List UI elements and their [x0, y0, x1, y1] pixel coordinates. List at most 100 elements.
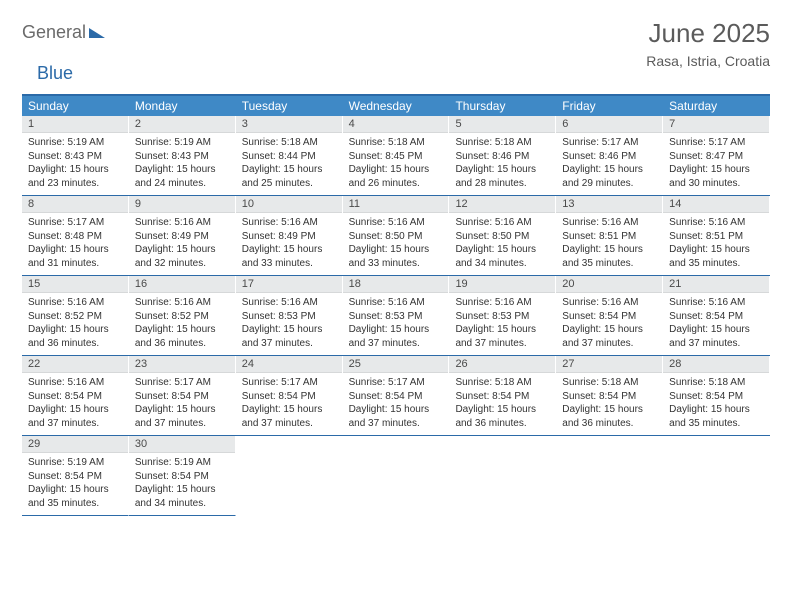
day-cell: 5Sunrise: 5:18 AMSunset: 8:46 PMDaylight…	[449, 116, 556, 195]
sunrise-text: Sunrise: 5:16 AM	[669, 296, 763, 310]
calendar: Sunday Monday Tuesday Wednesday Thursday…	[22, 94, 770, 516]
dow-tuesday: Tuesday	[236, 96, 343, 116]
day-number: 19	[449, 276, 555, 293]
day-cell: 10Sunrise: 5:16 AMSunset: 8:49 PMDayligh…	[236, 196, 343, 275]
sunrise-text: Sunrise: 5:17 AM	[28, 216, 122, 230]
day-cell: 15 Sunrise: 5:16 AMSunset: 8:52 PMDayligh…	[22, 276, 129, 355]
sunset-text: Sunset: 8:43 PM	[135, 150, 229, 164]
day-cell: 30Sunrise: 5:19 AMSunset: 8:54 PMDayligh…	[129, 436, 236, 516]
day-body: Sunrise: 5:16 AMSunset: 8:54 PMDaylight:…	[663, 293, 769, 355]
day-number: 4	[343, 116, 449, 133]
sunrise-text: Sunrise: 5:16 AM	[242, 216, 336, 230]
day-cell	[236, 436, 343, 516]
page-subtitle: Rasa, Istria, Croatia	[646, 53, 770, 69]
sunset-text: Sunset: 8:51 PM	[562, 230, 656, 244]
daylight-text: Daylight: 15 hours and 37 minutes.	[242, 323, 336, 350]
sunset-text: Sunset: 8:54 PM	[242, 390, 336, 404]
daylight-text: Daylight: 15 hours and 36 minutes.	[28, 323, 122, 350]
day-number: 9	[129, 196, 235, 213]
dow-thursday: Thursday	[449, 96, 556, 116]
sunset-text: Sunset: 8:48 PM	[28, 230, 122, 244]
sunset-text: Sunset: 8:46 PM	[455, 150, 549, 164]
daylight-text: Daylight: 15 hours and 36 minutes.	[562, 403, 656, 430]
daylight-text: Daylight: 15 hours and 32 minutes.	[135, 243, 229, 270]
day-number: 1	[22, 116, 128, 133]
week-row: 22Sunrise: 5:16 AMSunset: 8:54 PMDayligh…	[22, 356, 770, 436]
day-body: Sunrise: 5:17 AMSunset: 8:54 PMDaylight:…	[343, 373, 449, 435]
day-body: Sunrise: 5:19 AMSunset: 8:43 PMDaylight:…	[22, 133, 128, 195]
day-cell: 2Sunrise: 5:19 AMSunset: 8:43 PMDaylight…	[129, 116, 236, 195]
day-body: Sunrise: 5:19 AMSunset: 8:54 PMDaylight:…	[22, 453, 128, 515]
daylight-text: Daylight: 15 hours and 33 minutes.	[242, 243, 336, 270]
sunset-text: Sunset: 8:46 PM	[562, 150, 656, 164]
sunrise-text: Sunrise: 5:18 AM	[455, 376, 549, 390]
sunset-text: Sunset: 8:54 PM	[669, 390, 763, 404]
day-number: 27	[556, 356, 662, 373]
week-row: 29Sunrise: 5:19 AMSunset: 8:54 PMDayligh…	[22, 436, 770, 516]
sunrise-text: Sunrise: 5:18 AM	[349, 136, 443, 150]
sunset-text: Sunset: 8:54 PM	[562, 310, 656, 324]
day-body: Sunrise: 5:17 AMSunset: 8:54 PMDaylight:…	[129, 373, 235, 435]
sunset-text: Sunset: 8:44 PM	[242, 150, 336, 164]
day-body: Sunrise: 5:16 AMSunset: 8:50 PMDaylight:…	[343, 213, 449, 275]
day-body: Sunrise: 5:16 AMSunset: 8:49 PMDaylight:…	[236, 213, 342, 275]
day-number: 20	[556, 276, 662, 293]
day-body: Sunrise: 5:16 AMSunset: 8:50 PMDaylight:…	[449, 213, 555, 275]
sunrise-text: Sunrise: 5:16 AM	[135, 216, 229, 230]
sunrise-text: Sunrise: 5:18 AM	[669, 376, 763, 390]
sunset-text: Sunset: 8:53 PM	[349, 310, 443, 324]
day-cell: 21Sunrise: 5:16 AMSunset: 8:54 PMDayligh…	[663, 276, 770, 355]
day-number: 7	[663, 116, 769, 133]
header: General June 2025 Rasa, Istria, Croatia	[22, 18, 770, 69]
day-cell: 4Sunrise: 5:18 AMSunset: 8:45 PMDaylight…	[343, 116, 450, 195]
sunrise-text: Sunrise: 5:16 AM	[455, 216, 549, 230]
day-cell: 9Sunrise: 5:16 AMSunset: 8:49 PMDaylight…	[129, 196, 236, 275]
logo-word1: General	[22, 22, 86, 43]
day-body: Sunrise: 5:19 AMSunset: 8:54 PMDaylight:…	[129, 453, 235, 515]
sunrise-text: Sunrise: 5:16 AM	[242, 296, 336, 310]
day-cell: 27Sunrise: 5:18 AMSunset: 8:54 PMDayligh…	[556, 356, 663, 435]
sunrise-text: Sunrise: 5:16 AM	[28, 296, 122, 310]
day-cell: 18 Sunrise: 5:16 AMSunset: 8:53 PMDayligh…	[343, 276, 450, 355]
day-cell: 19Sunrise: 5:16 AMSunset: 8:53 PMDayligh…	[449, 276, 556, 355]
day-number: 10	[236, 196, 342, 213]
sunrise-text: Sunrise: 5:17 AM	[669, 136, 763, 150]
sunset-text: Sunset: 8:47 PM	[669, 150, 763, 164]
day-body: Sunrise: 5:18 AMSunset: 8:54 PMDaylight:…	[449, 373, 555, 435]
daylight-text: Daylight: 15 hours and 33 minutes.	[349, 243, 443, 270]
day-number: 12	[449, 196, 555, 213]
day-cell	[663, 436, 770, 516]
daylight-text: Daylight: 15 hours and 37 minutes.	[349, 403, 443, 430]
day-number: 22	[22, 356, 128, 373]
daylight-text: Daylight: 15 hours and 37 minutes.	[349, 323, 443, 350]
day-number: 13	[556, 196, 662, 213]
sunset-text: Sunset: 8:54 PM	[28, 470, 122, 484]
sunrise-text: Sunrise: 5:16 AM	[455, 296, 549, 310]
daylight-text: Daylight: 15 hours and 25 minutes.	[242, 163, 336, 190]
day-body: Sunrise: 5:16 AMSunset: 8:54 PMDaylight:…	[22, 373, 128, 435]
day-cell: 6Sunrise: 5:17 AMSunset: 8:46 PMDaylight…	[556, 116, 663, 195]
day-body: Sunrise: 5:16 AMSunset: 8:53 PMDaylight:…	[449, 293, 555, 355]
sunrise-text: Sunrise: 5:18 AM	[242, 136, 336, 150]
sunrise-text: Sunrise: 5:16 AM	[349, 296, 443, 310]
day-number: 5	[449, 116, 555, 133]
sunset-text: Sunset: 8:43 PM	[28, 150, 122, 164]
day-number: 18	[343, 276, 449, 293]
sunset-text: Sunset: 8:49 PM	[242, 230, 336, 244]
day-number: 15	[22, 276, 128, 293]
sunset-text: Sunset: 8:54 PM	[135, 470, 229, 484]
day-cell: 7Sunrise: 5:17 AMSunset: 8:47 PMDaylight…	[663, 116, 770, 195]
daylight-text: Daylight: 15 hours and 23 minutes.	[28, 163, 122, 190]
daylight-text: Daylight: 15 hours and 28 minutes.	[455, 163, 549, 190]
sunrise-text: Sunrise: 5:16 AM	[562, 296, 656, 310]
sunset-text: Sunset: 8:52 PM	[28, 310, 122, 324]
day-body: Sunrise: 5:16 AMSunset: 8:51 PMDaylight:…	[663, 213, 769, 275]
daylight-text: Daylight: 15 hours and 37 minutes.	[28, 403, 122, 430]
sunset-text: Sunset: 8:52 PM	[135, 310, 229, 324]
daylight-text: Daylight: 15 hours and 35 minutes.	[669, 403, 763, 430]
sunset-text: Sunset: 8:45 PM	[349, 150, 443, 164]
day-body: Sunrise: 5:17 AMSunset: 8:48 PMDaylight:…	[22, 213, 128, 275]
week-row: 1Sunrise: 5:19 AMSunset: 8:43 PMDaylight…	[22, 116, 770, 196]
sunset-text: Sunset: 8:50 PM	[349, 230, 443, 244]
day-number: 24	[236, 356, 342, 373]
